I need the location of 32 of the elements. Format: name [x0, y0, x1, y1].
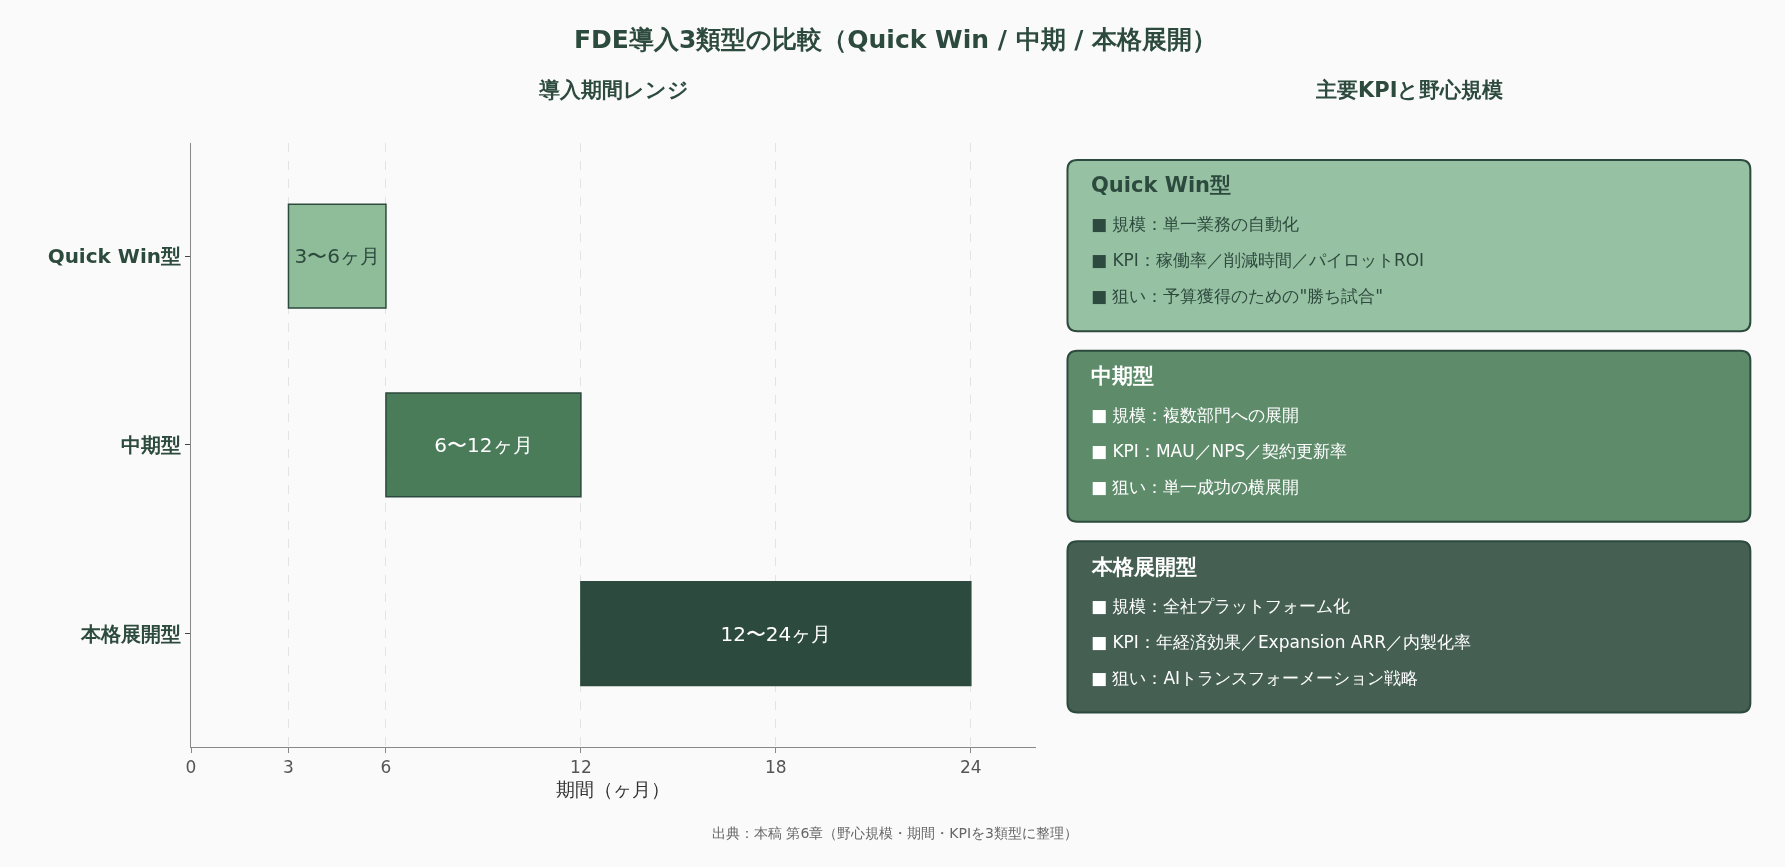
- y-tick-label: 本格展開型: [80, 621, 181, 646]
- y-tick-label: Quick Win型: [47, 244, 181, 269]
- y-tick-label: 中期型: [121, 432, 181, 457]
- text: ■ KPI：年経済効果／Expansion ARR／内製化率: [1091, 632, 1472, 652]
- bar: [385, 392, 582, 498]
- text: ■ KPI：MAU／NPS／契約更新率: [1091, 441, 1348, 461]
- x-axis-title: 期間（ヶ月）: [556, 778, 671, 801]
- chart-subtitle: 導入期間レンジ: [538, 78, 689, 102]
- chart-title: FDE導入3類型の比較（Quick Win / 中期 / 本格展開）: [574, 25, 1218, 54]
- data-label: 12〜24ヶ月: [720, 621, 832, 646]
- text: ■ 狙い：予算獲得のための"勝ち試合": [1091, 286, 1384, 306]
- text: ■ 規模：単一業務の自動化: [1091, 214, 1300, 234]
- x-tick-label: 6: [380, 757, 392, 778]
- text: ■ 規模：複数部門への展開: [1091, 405, 1300, 425]
- text: 主要KPIと野心規模: [1315, 78, 1504, 102]
- x-tick-label: 18: [765, 757, 787, 778]
- text: ■ 狙い：AIトランスフォーメーション戦略: [1091, 668, 1419, 688]
- category-label: 中期型: [1091, 364, 1154, 388]
- text: ■ 狙い：単一成功の横展開: [1091, 477, 1300, 497]
- text: ■ KPI：稼働率／削減時間／パイロットROI: [1091, 250, 1425, 270]
- category-label: Quick Win型: [1091, 173, 1232, 197]
- bar: [580, 581, 972, 687]
- data-label: 3〜6ヶ月: [294, 244, 380, 269]
- data-label: 6〜12ヶ月: [434, 432, 533, 457]
- source-note: 出典：本稿 第6章（野心規模・期間・KPIを3類型に整理）: [712, 825, 1079, 841]
- x-tick-label: 12: [570, 757, 592, 778]
- text: ■ 規模：全社プラットフォーム化: [1091, 596, 1351, 616]
- bar: [287, 203, 387, 309]
- x-tick-label: 0: [185, 757, 197, 778]
- category-label: 本格展開型: [1091, 555, 1197, 579]
- x-tick-label: 3: [283, 757, 294, 778]
- x-tick-label: 24: [960, 757, 982, 778]
